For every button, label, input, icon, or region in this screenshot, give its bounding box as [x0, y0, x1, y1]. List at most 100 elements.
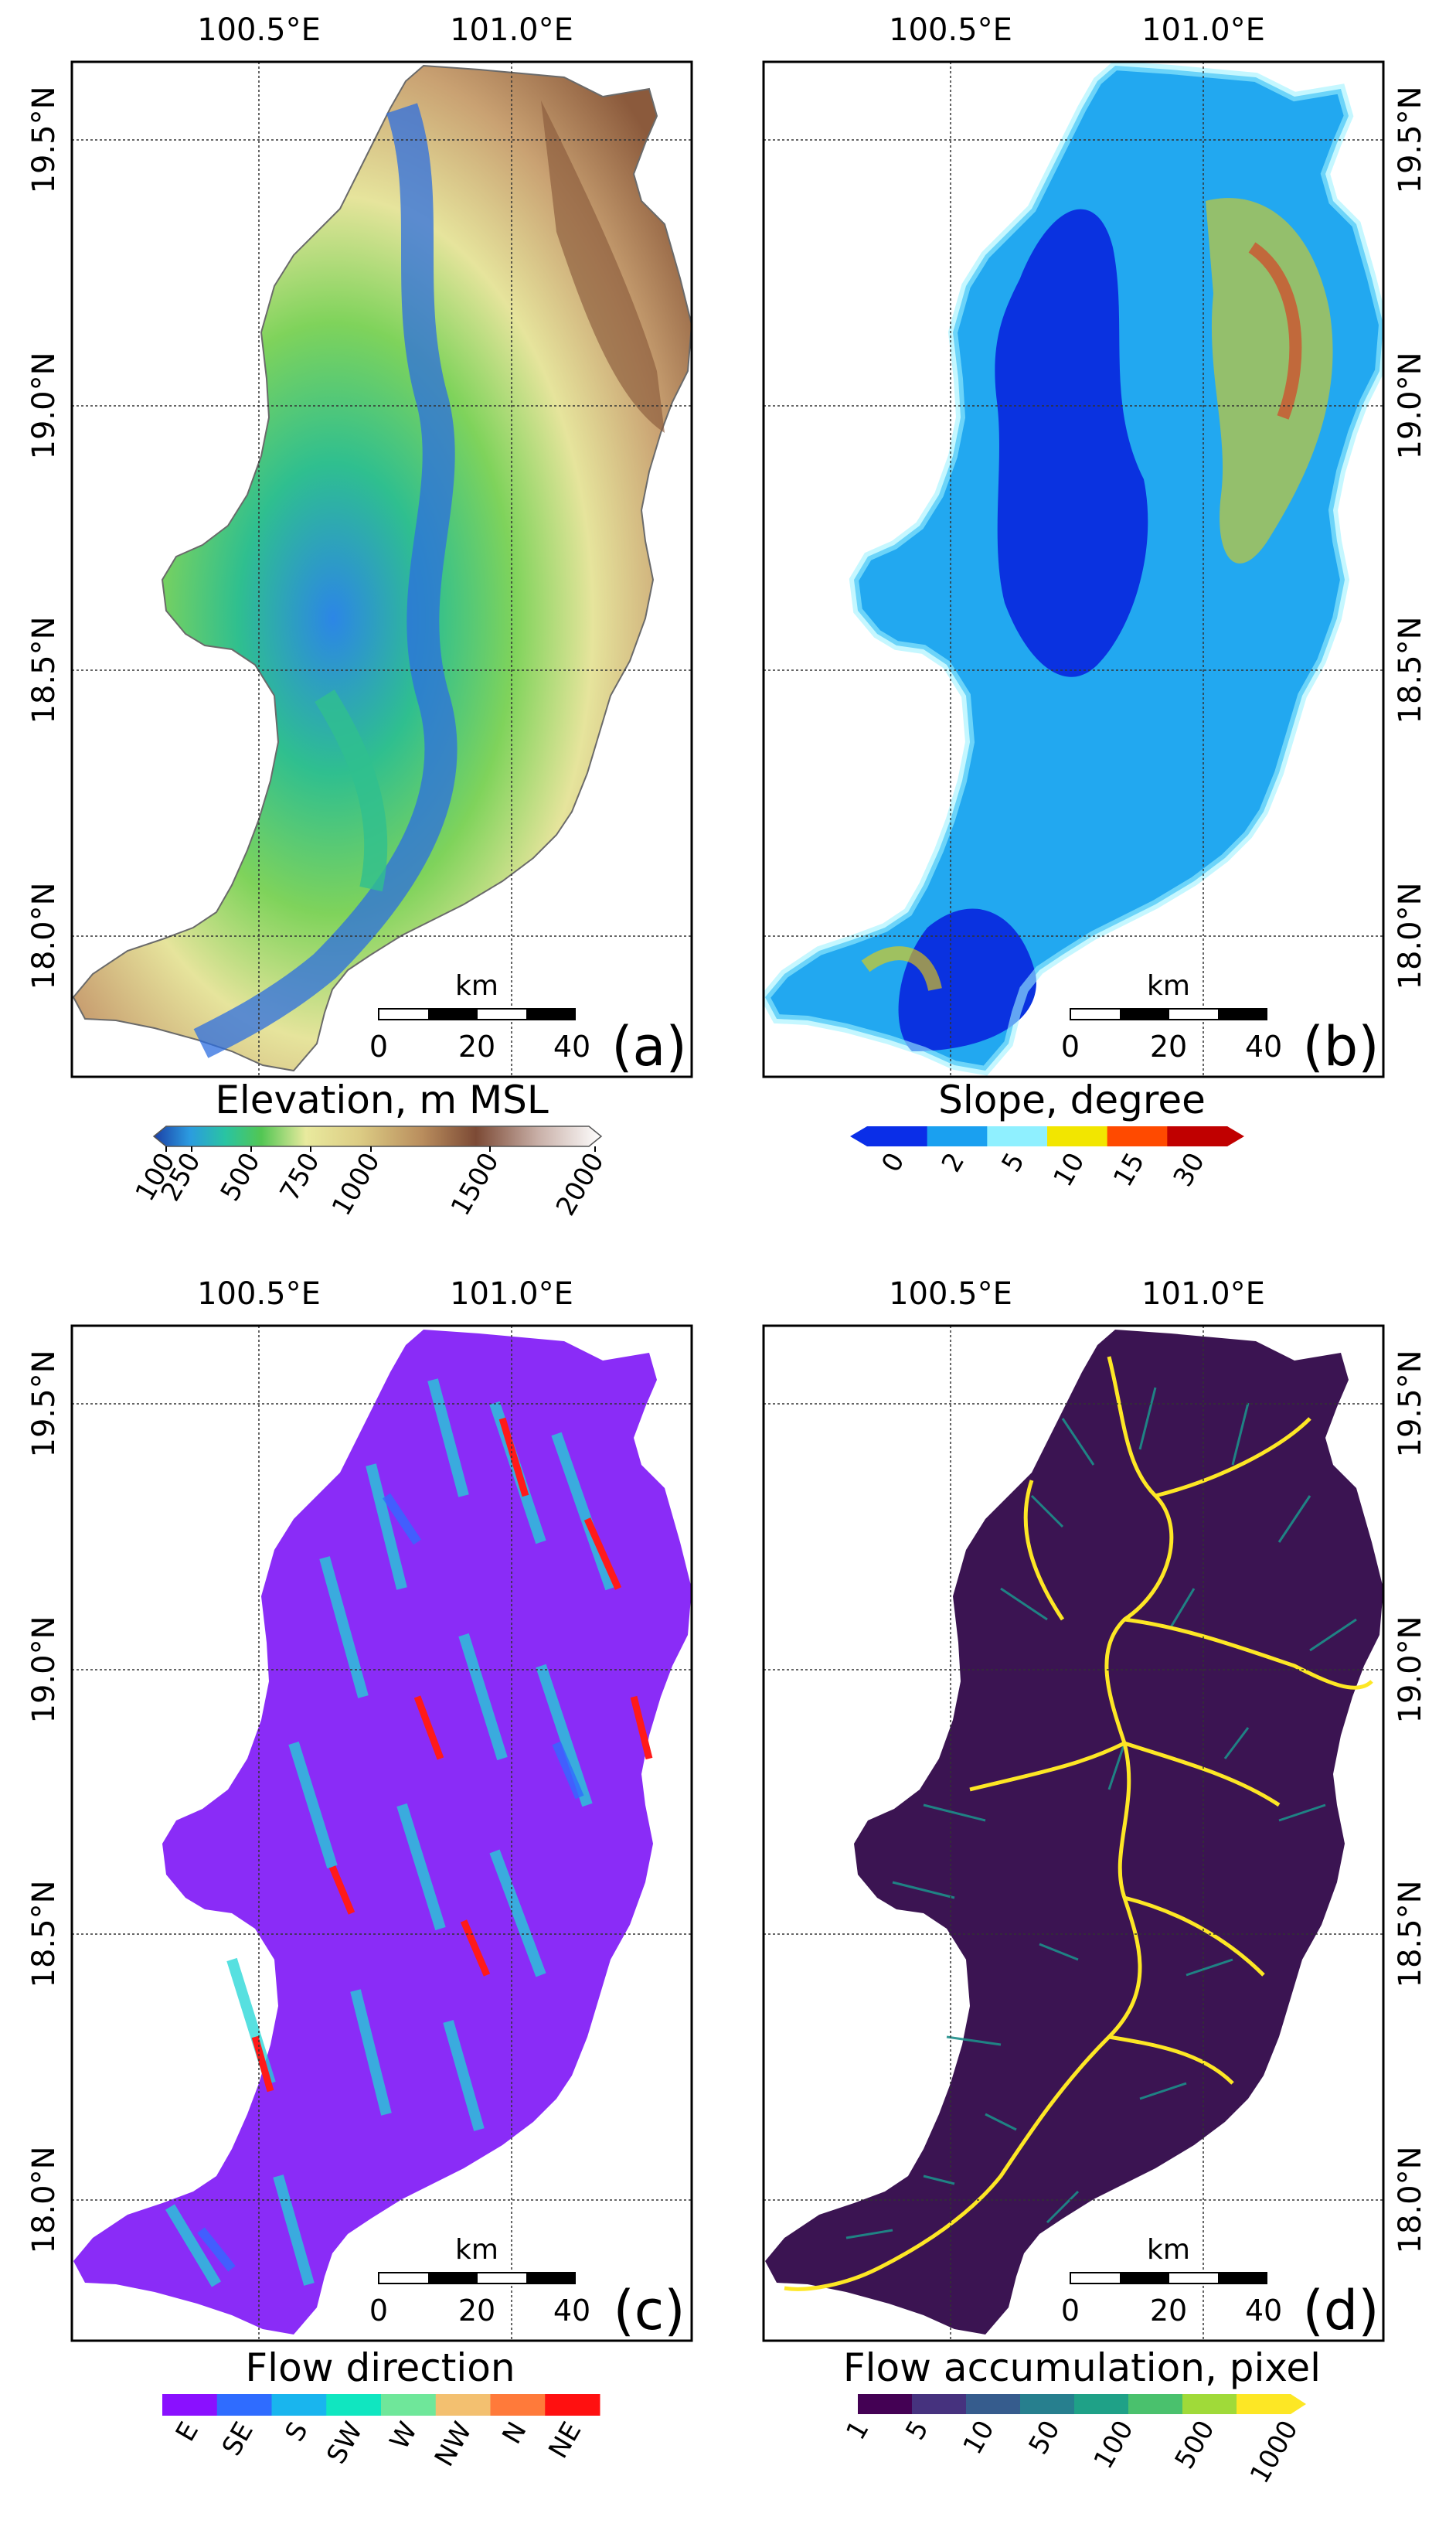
scale-tick-d-40: 40: [1245, 2294, 1282, 2328]
panel-label-b: (b): [1302, 1015, 1379, 1078]
colorbar-tick-b: 2: [936, 1148, 971, 1178]
lat-label-a-1: 19.5°N: [26, 87, 62, 194]
colorbar-swatch: [490, 2394, 546, 2416]
panel-label-a: (a): [611, 1015, 687, 1078]
scale-tick-a-40: 40: [553, 1030, 590, 1064]
lon-label-b-2: 101.0°E: [1141, 12, 1265, 48]
lat-label-c-1: 19.5°N: [26, 1350, 62, 1458]
map-frame-c: [70, 1324, 693, 2342]
colorbar-tick-c: NE: [543, 2417, 587, 2464]
panel-label-d: (d): [1302, 2279, 1379, 2342]
colorbar-tick-a: 500: [215, 1148, 267, 1207]
scale-tick-b-40: 40: [1245, 1030, 1282, 1064]
colorbar-swatch: [1237, 2394, 1291, 2414]
scale-tick-d-0: 0: [1061, 2294, 1080, 2328]
scale-tick-b-20: 20: [1150, 1030, 1187, 1064]
panel-b: 100.5°E 101.0°E 19.5°N 19.0°N 18.5°N 18.…: [762, 12, 1428, 1192]
colorbar-swatch: [162, 2394, 218, 2416]
colorbar-tick-c: SE: [216, 2417, 260, 2461]
panel-a: 100.5°E 101.0°E 19.5°N 19.0°N 18.5°N 18.…: [26, 12, 693, 1221]
map-frame-d: [762, 1324, 1385, 2342]
scale-tick-a-0: 0: [369, 1030, 388, 1064]
colorbar-swatch: [1107, 1126, 1168, 1146]
scale-tick-c-0: 0: [369, 2294, 388, 2328]
lat-label-b-1: 19.5°N: [1393, 87, 1428, 194]
lat-label-c-2: 19.0°N: [26, 1616, 62, 1724]
lat-label-a-4: 18.0°N: [26, 883, 62, 990]
colorbar-swatch: [1167, 1126, 1228, 1146]
lat-label-d-2: 19.0°N: [1393, 1616, 1428, 1724]
map-frame-b: [762, 60, 1385, 1078]
scale-unit-b: km: [1147, 970, 1190, 1002]
map-frame-a: [70, 60, 693, 1078]
lat-label-d-1: 19.5°N: [1393, 1350, 1428, 1458]
lon-label-c-1: 100.5°E: [197, 1276, 321, 1312]
colorbar-tick-b: 5: [995, 1148, 1030, 1178]
scale-bar-b: km 0 20 40: [1061, 970, 1282, 1064]
lon-label-d-2: 101.0°E: [1141, 1276, 1265, 1312]
graticule-d: [764, 1326, 1383, 2341]
colorbar-tick-d: 100: [1088, 2416, 1140, 2474]
colorbar-tick-d: 5: [900, 2416, 934, 2446]
colorbar-tick-b: 0: [876, 1148, 910, 1178]
lat-label-a-3: 18.5°N: [26, 617, 62, 724]
colorbar-swatch: [545, 2394, 600, 2416]
scale-tick-b-0: 0: [1061, 1030, 1080, 1064]
colorbar-tick-c: S: [279, 2417, 314, 2447]
panel-label-c: (c): [613, 2279, 685, 2342]
colorbar-tick-a: 1500: [445, 1148, 505, 1221]
colorbar-extend-high: [1291, 2394, 1306, 2414]
colorbar-swatch: [912, 2394, 967, 2414]
colorbar-tick-c: NW: [429, 2417, 478, 2472]
colorbar-swatch: [1074, 2394, 1129, 2414]
colorbar-extend-low: [850, 1126, 867, 1146]
colorbar-extend-high: [1227, 1126, 1244, 1146]
scale-unit-c: km: [455, 2234, 498, 2266]
colorbar-swatch: [216, 2394, 272, 2416]
colorbar-tick-d: 50: [1023, 2416, 1066, 2460]
scale-tick-d-20: 20: [1150, 2294, 1187, 2328]
lon-label-c-2: 101.0°E: [450, 1276, 573, 1312]
colorbar-tick-d: 10: [958, 2416, 1001, 2460]
colorbar-title-b: Slope, degree: [938, 1078, 1206, 1122]
colorbar-a: [152, 1126, 603, 1147]
colorbar-swatch: [271, 2394, 327, 2416]
colorbar-swatch: [987, 1126, 1048, 1146]
scale-bar-d: km 0 20 40: [1061, 2234, 1282, 2328]
colorbar-swatch: [326, 2394, 382, 2416]
scale-tick-a-20: 20: [458, 1030, 495, 1064]
colorbar-b: 0 2 5 10 15 30: [850, 1126, 1244, 1192]
panel-c: 100.5°E 101.0°E 19.5°N 19.0°N 18.5°N 18.…: [26, 1276, 693, 2472]
scale-tick-c-20: 20: [458, 2294, 495, 2328]
colorbar-title-d: Flow accumulation, pixel: [843, 2345, 1321, 2390]
slope-map: [765, 66, 1383, 1071]
colorbar-title-a: Elevation, m MSL: [215, 1078, 549, 1122]
scale-unit-d: km: [1147, 2234, 1190, 2266]
elevation-map: [73, 65, 692, 1071]
colorbar-swatch: [1128, 2394, 1183, 2414]
scale-tick-c-40: 40: [553, 2294, 590, 2328]
colorbar-tick-b: 10: [1047, 1148, 1090, 1192]
colorbar-swatch: [927, 1126, 988, 1146]
graticule-c: [72, 1326, 692, 2341]
lon-label-d-1: 100.5°E: [889, 1276, 1012, 1312]
colorbar-tick-c: N: [496, 2417, 532, 2450]
colorbar-tick-d: 1000: [1244, 2416, 1305, 2489]
lat-label-a-2: 19.0°N: [26, 352, 62, 460]
colorbar-swatch: [1182, 2394, 1237, 2414]
colorbar-swatch: [867, 1126, 928, 1146]
colorbar-tick-a: 1000: [326, 1148, 386, 1221]
graticule-b: [764, 62, 1383, 1077]
colorbar-swatch: [381, 2394, 437, 2416]
colorbar-swatch: [966, 2394, 1021, 2414]
lon-label-b-1: 100.5°E: [889, 12, 1012, 48]
lat-label-b-3: 18.5°N: [1393, 617, 1428, 724]
lat-label-b-2: 19.0°N: [1393, 352, 1428, 460]
colorbar-tick-c: E: [170, 2417, 205, 2447]
lon-label-a-2: 101.0°E: [450, 12, 573, 48]
lat-label-d-4: 18.0°N: [1393, 2147, 1428, 2254]
colorbar-swatch: [1020, 2394, 1075, 2414]
lon-label-a-1: 100.5°E: [197, 12, 321, 48]
